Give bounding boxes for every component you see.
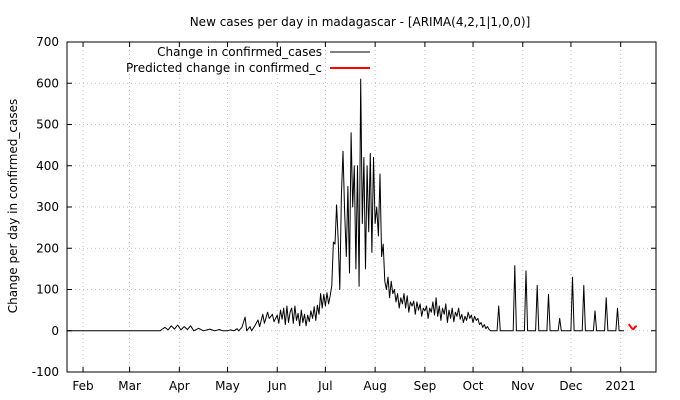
y-axis-label: Change per day in confirmed_cases — [6, 99, 20, 314]
y-tick-label: 0 — [51, 324, 59, 338]
series-layer — [67, 78, 638, 332]
y-tick-label: 300 — [36, 200, 59, 214]
y-tick-label: -100 — [32, 365, 59, 379]
x-tick-label: Aug — [363, 379, 386, 393]
x-tick-label: Oct — [463, 379, 484, 393]
x-tick-label: Mar — [118, 379, 141, 393]
legend: Change in confirmed_cases Predicted chang… — [126, 45, 370, 75]
x-tick-label: Apr — [169, 379, 190, 393]
y-tick-label: 500 — [36, 118, 59, 132]
series-line-0 — [67, 78, 624, 332]
plot-frame — [66, 41, 657, 373]
x-tick-label: 2021 — [605, 379, 636, 393]
y-tick-label: 600 — [36, 76, 59, 90]
y-tick-label: 700 — [36, 35, 59, 49]
series-line-1 — [627, 323, 638, 331]
x-axis-ticks: Feb Mar Apr May Jun Jul Aug Sep Oct Nov Dec 2021 — [72, 42, 636, 393]
chart-title: New cases per day in madagascar - [ARIMA… — [190, 15, 531, 29]
x-tick-label: Sep — [414, 379, 437, 393]
y-tick-label: 200 — [36, 241, 59, 255]
legend-label-0: Change in confirmed_cases — [157, 45, 322, 59]
y-axis-ticks: -100 0 100 200 300 400 500 600 700 — [32, 35, 656, 379]
x-tick-label: Dec — [559, 379, 582, 393]
x-tick-label: Feb — [72, 379, 93, 393]
x-tick-label: Jun — [267, 379, 287, 393]
x-tick-label: May — [215, 379, 240, 393]
grid-lines — [67, 41, 656, 373]
x-tick-label: Jul — [317, 379, 332, 393]
x-tick-label: Nov — [511, 379, 534, 393]
legend-label-1: Predicted change in confirmed_c — [126, 61, 322, 75]
y-tick-label: 400 — [36, 159, 59, 173]
y-tick-label: 100 — [36, 283, 59, 297]
